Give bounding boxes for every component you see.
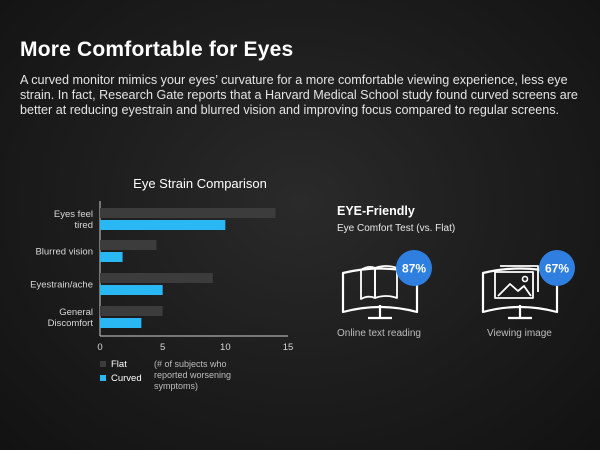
legend-swatch-flat bbox=[100, 361, 106, 367]
category-label: Blurred vision bbox=[35, 247, 93, 258]
legend-label-curved: Curved bbox=[111, 373, 142, 384]
category-label: tired bbox=[75, 220, 93, 231]
category-label: Eyestrain/ache bbox=[30, 280, 93, 291]
page-title: More Comfortable for Eyes bbox=[20, 38, 294, 61]
chart-note: (# of subjects who bbox=[154, 359, 227, 369]
caption-online-text-reading: Online text reading bbox=[337, 328, 421, 339]
bar-curved-1 bbox=[100, 252, 123, 262]
legend-swatch-curved bbox=[100, 375, 106, 381]
legend-label-flat: Flat bbox=[111, 359, 127, 370]
x-tick-label: 10 bbox=[220, 342, 231, 353]
badge-87 bbox=[396, 250, 432, 286]
bar-curved-2 bbox=[100, 285, 163, 295]
x-tick-label: 0 bbox=[97, 342, 102, 353]
eye-friendly-title: EYE-Friendly bbox=[337, 204, 415, 218]
x-tick-label: 15 bbox=[283, 342, 294, 353]
description-text: A curved monitor mimics your eyes’ curva… bbox=[20, 73, 578, 117]
badge-67 bbox=[539, 250, 575, 286]
chart-note: reported worsening bbox=[154, 370, 231, 380]
chart-title: Eye Strain Comparison bbox=[133, 176, 267, 191]
badge-67-value: 67% bbox=[545, 262, 569, 276]
chart-note: symptoms) bbox=[154, 381, 198, 391]
x-tick-label: 5 bbox=[160, 342, 165, 353]
bar-curved-0 bbox=[100, 220, 226, 230]
category-label: General bbox=[59, 307, 93, 318]
bar-flat-3 bbox=[100, 306, 163, 316]
bar-flat-1 bbox=[100, 240, 157, 250]
caption-viewing-image: Viewing image bbox=[487, 328, 552, 339]
eye-comfort-subtitle: Eye Comfort Test (vs. Flat) bbox=[337, 223, 456, 234]
badge-87-value: 87% bbox=[402, 262, 426, 276]
bar-curved-3 bbox=[100, 318, 142, 328]
category-label: Eyes feel bbox=[54, 209, 93, 220]
category-label: Discomfort bbox=[48, 318, 94, 329]
bar-flat-0 bbox=[100, 208, 276, 218]
landscape-image-icon bbox=[481, 265, 559, 320]
bar-flat-2 bbox=[100, 273, 213, 283]
